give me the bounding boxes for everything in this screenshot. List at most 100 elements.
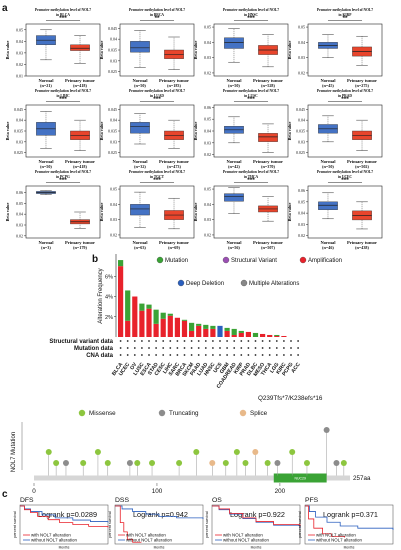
boxplot-subtitle: in HNSC bbox=[244, 13, 258, 17]
bar-segment-amp bbox=[174, 317, 180, 337]
bar-segment-mut bbox=[274, 334, 280, 336]
data-dot bbox=[283, 354, 285, 356]
plot-frame bbox=[25, 185, 101, 239]
panel-letter-a: a bbox=[2, 3, 8, 14]
legend-dot bbox=[240, 279, 248, 287]
km-x-label: Months bbox=[154, 546, 165, 550]
normal-box bbox=[130, 191, 150, 228]
data-dot bbox=[133, 340, 136, 342]
legend-dot bbox=[156, 256, 164, 264]
lollipop-head bbox=[222, 460, 229, 466]
boxplot-subtitle: in THCA bbox=[244, 175, 259, 179]
boxplot-subtitle: in PCPG bbox=[56, 175, 70, 179]
data-dot bbox=[261, 354, 264, 356]
data-dot bbox=[240, 347, 243, 349]
data-dot bbox=[268, 354, 271, 356]
data-dot bbox=[176, 340, 179, 342]
y-tick-label: 0.02 bbox=[204, 70, 211, 75]
data-dot bbox=[162, 354, 165, 356]
km-y-label: percent survival bbox=[298, 511, 302, 538]
data-dot bbox=[162, 347, 165, 349]
data-dot bbox=[126, 354, 129, 356]
data-dot bbox=[133, 354, 136, 356]
iqr-box bbox=[130, 204, 150, 216]
data-dot bbox=[268, 347, 271, 349]
data-dot bbox=[148, 347, 150, 349]
km-plot-dss: DSS Logrank p=0.942 percent survival Months… bbox=[108, 497, 204, 550]
km-curve-with bbox=[212, 505, 301, 527]
data-dot bbox=[162, 340, 165, 342]
mutation-annotation: Q239Tfs*7/K238efs*16 bbox=[258, 395, 323, 402]
legend-dot bbox=[158, 409, 166, 417]
significance-stars: ** bbox=[342, 15, 348, 22]
normal-n: (n=63) bbox=[134, 245, 146, 250]
normal-label: Normal bbox=[38, 159, 54, 164]
bar-ov bbox=[132, 296, 138, 337]
boxplot-title: Promoter methylation level of NOL7 bbox=[35, 170, 91, 174]
lollipop-head bbox=[53, 460, 60, 466]
panel-b: b 6% 4% 2%Alteration Frequency Mutation Struc… bbox=[49, 254, 342, 390]
y-tick-label: 0.03 bbox=[110, 217, 117, 222]
y-tick-label: 0.02 bbox=[298, 70, 305, 75]
data-dot bbox=[190, 347, 193, 349]
data-row-label: Structural variant data bbox=[49, 339, 113, 345]
lollipop-head bbox=[264, 460, 271, 466]
y-tick-label: 0.05 bbox=[204, 25, 211, 30]
km-legend-with: with NOL7 alteration bbox=[223, 533, 263, 538]
normal-box bbox=[130, 113, 150, 145]
tumor-n: (n=507) bbox=[261, 245, 275, 250]
bar-luad bbox=[203, 324, 209, 337]
data-dot bbox=[275, 354, 278, 356]
data-dot bbox=[297, 354, 299, 356]
boxplot-title: Promoter methylation level of NOL7 bbox=[223, 170, 279, 174]
y-axis-label: Beta value bbox=[287, 41, 292, 60]
boxplot-title: Promoter methylation level of NOL7 bbox=[129, 8, 185, 12]
y-tick-label: 0.03 bbox=[298, 139, 305, 144]
y-axis-label: Beta value bbox=[99, 122, 104, 141]
y-tick-label: 0.045 bbox=[108, 107, 117, 112]
normal-n: (n=3) bbox=[41, 245, 51, 250]
tumor-box bbox=[352, 119, 372, 151]
bar-ucs bbox=[217, 325, 223, 337]
normal-label: Normal bbox=[38, 240, 54, 245]
domain-box bbox=[273, 473, 327, 483]
data-dot bbox=[247, 354, 250, 356]
bar-segment-mut bbox=[252, 332, 259, 337]
plot-frame bbox=[307, 185, 383, 239]
km-curve-without bbox=[115, 505, 204, 519]
y-tick-label: 0.03 bbox=[16, 139, 23, 144]
plot-frame bbox=[307, 23, 383, 77]
y-tick-label: 0.06 bbox=[16, 190, 23, 195]
significance-stars: *** bbox=[153, 177, 161, 184]
data-dot bbox=[226, 340, 229, 342]
y-axis-label: Beta value bbox=[287, 203, 292, 222]
km-y-label: percent survival bbox=[108, 511, 112, 538]
data-dot bbox=[254, 340, 257, 342]
lollipop-missense bbox=[94, 449, 101, 476]
bar-segment-amp bbox=[189, 330, 195, 337]
bar-brca bbox=[181, 319, 188, 337]
y-tick-label: 0.02 bbox=[204, 232, 211, 237]
legend-dot bbox=[239, 409, 247, 417]
normal-label: Normal bbox=[132, 78, 148, 83]
y-tick-label: 0.045 bbox=[108, 26, 117, 31]
cancer-label: OV bbox=[129, 361, 139, 371]
lollipop-splice bbox=[252, 449, 259, 476]
y-tick-label: 0.03 bbox=[204, 140, 211, 145]
tumor-box bbox=[70, 211, 90, 229]
lollipop-missense bbox=[264, 460, 271, 476]
normal-box bbox=[36, 111, 56, 149]
km-curve-without bbox=[305, 505, 394, 531]
bar-prad bbox=[245, 331, 251, 337]
y-tick-label: 0.035 bbox=[108, 129, 117, 134]
data-dot bbox=[240, 354, 243, 356]
bar-segment-amp bbox=[132, 296, 138, 337]
bar-kirp bbox=[238, 330, 244, 337]
y-tick-label: 0.03 bbox=[204, 55, 211, 60]
legend-label: Deep Deletion bbox=[186, 281, 224, 287]
km-curve-with bbox=[115, 505, 142, 543]
boxplot-subtitle: in KIRP bbox=[339, 13, 353, 17]
